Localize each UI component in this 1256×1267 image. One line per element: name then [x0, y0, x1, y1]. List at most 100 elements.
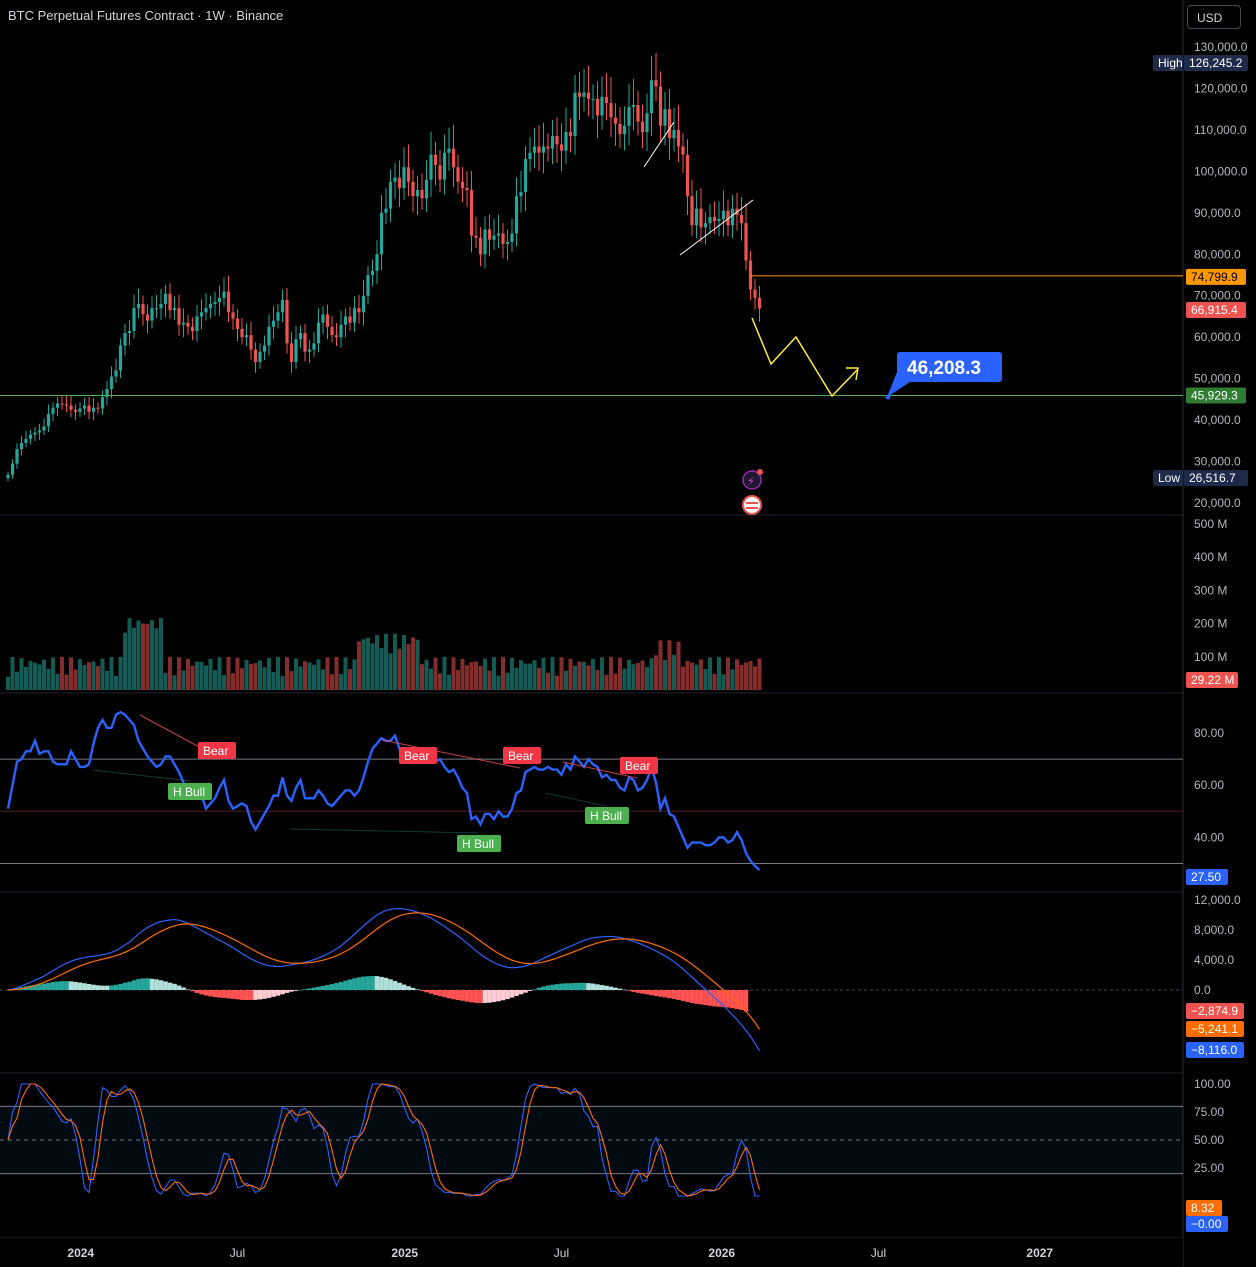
volume-bar [172, 675, 177, 690]
label-bg [198, 742, 236, 759]
candle-body [595, 98, 600, 116]
candle-body [645, 113, 649, 132]
macd-line [7, 907, 761, 1052]
macd-histogram-bar [680, 990, 686, 1001]
volume-bar [465, 665, 469, 690]
volume-bar [658, 640, 663, 690]
volume-bar [550, 656, 555, 690]
macd-histogram-bar [221, 990, 227, 998]
candle-body [100, 397, 105, 409]
volume-bar [195, 661, 199, 690]
candle-body [51, 407, 55, 414]
volume-bar [168, 656, 172, 690]
candle-body [334, 335, 339, 338]
candle-body [721, 210, 726, 220]
macd-histogram-bar [433, 990, 438, 996]
macd-histogram-bar [545, 985, 551, 990]
candle-body [217, 297, 222, 302]
volume-bar [744, 662, 748, 690]
volume-bar [555, 675, 559, 690]
volume-bar [141, 623, 145, 690]
volume-last-badge: 29.22 M [1186, 672, 1238, 688]
flash-glyph: ⚡ [747, 476, 755, 488]
candle-body [370, 270, 375, 275]
volume-bar [541, 657, 546, 690]
volume-bar [690, 662, 694, 690]
stoch-d-badge-bg [1186, 1200, 1222, 1216]
volume-bar [37, 664, 42, 690]
macd-histogram-bar [293, 990, 299, 991]
stoch-d-badge: 8.32 [1186, 1200, 1222, 1216]
macd-histogram-bar [73, 981, 78, 990]
volume-bar [699, 659, 703, 690]
macd-signal-badge-text: −5,241.1 [1191, 1022, 1238, 1036]
candle-body [150, 308, 154, 321]
macd-histogram-bar [59, 981, 65, 990]
last-price-badge: 66,915.4 [1186, 302, 1246, 318]
volume-bar [537, 667, 541, 690]
macd-histogram-bar [550, 984, 555, 990]
volume-bar [114, 675, 118, 690]
volume-bar [501, 656, 505, 690]
volume-bar [244, 659, 249, 690]
macd-histogram-bar [217, 990, 222, 998]
volume-bar [676, 641, 681, 690]
volume-tick-label: 200 M [1194, 617, 1227, 631]
candle-body [330, 326, 334, 336]
candle-body [438, 165, 442, 180]
candle-body [168, 293, 172, 311]
candle-body [64, 404, 69, 406]
candle-body [118, 345, 123, 371]
target-callout-pointer [887, 372, 910, 397]
volume-bar [591, 659, 595, 690]
macd-histogram-bar [595, 984, 600, 990]
macd-histogram-bar [185, 989, 191, 990]
macd-signal-badge: −5,241.1 [1186, 1021, 1244, 1037]
low-value-badge-bg [1184, 470, 1248, 486]
candle-body [676, 129, 681, 147]
volume-bar [721, 674, 726, 690]
volume-bar [348, 669, 352, 690]
candle-body [573, 92, 577, 137]
macd-histogram-bar [437, 990, 443, 997]
candle-body [366, 275, 370, 296]
macd-tick-label: 12,000.0 [1194, 893, 1241, 907]
volume-bar [199, 661, 204, 690]
volume-bar [298, 666, 303, 690]
candle-body [658, 86, 663, 126]
macd-histogram-bar [685, 990, 690, 1002]
volume-bar [307, 662, 312, 690]
candle-body [667, 109, 672, 139]
currency-button[interactable]: USD [1187, 5, 1241, 29]
macd-histogram-bar [163, 981, 168, 990]
volume-bar [276, 656, 280, 690]
macd-histogram-bar [464, 990, 470, 1002]
macd-histogram-bar [275, 990, 281, 996]
volume-bar [361, 639, 366, 690]
volume-bar [357, 641, 361, 690]
macd-histogram-bar [649, 990, 654, 996]
macd-histogram-bar [653, 990, 659, 996]
macd-histogram-bar [77, 982, 83, 990]
macd-histogram-bar [410, 987, 416, 990]
candle-body [267, 326, 271, 346]
volume-last-badge-bg [1186, 672, 1238, 688]
candle-body [591, 98, 595, 100]
candle-body [618, 123, 622, 135]
support-badge: 45,929.3 [1186, 387, 1246, 404]
label-text: H Bull [462, 837, 494, 851]
candle-body [204, 308, 208, 313]
macd-histogram-bar [302, 989, 308, 990]
macd-tick-label: 0.0 [1194, 983, 1211, 997]
macd-histogram-bar [536, 987, 542, 990]
volume-bar [231, 673, 235, 690]
flash-event-icon [742, 470, 762, 490]
time-axis-bg [0, 1238, 1183, 1267]
candle-body [361, 295, 366, 313]
volume-bar [595, 669, 600, 690]
high-label-badge-text: High [1158, 56, 1183, 70]
candle-body [469, 190, 474, 236]
macd-histogram-bar [388, 979, 393, 990]
macd-histogram-bar [289, 990, 294, 992]
